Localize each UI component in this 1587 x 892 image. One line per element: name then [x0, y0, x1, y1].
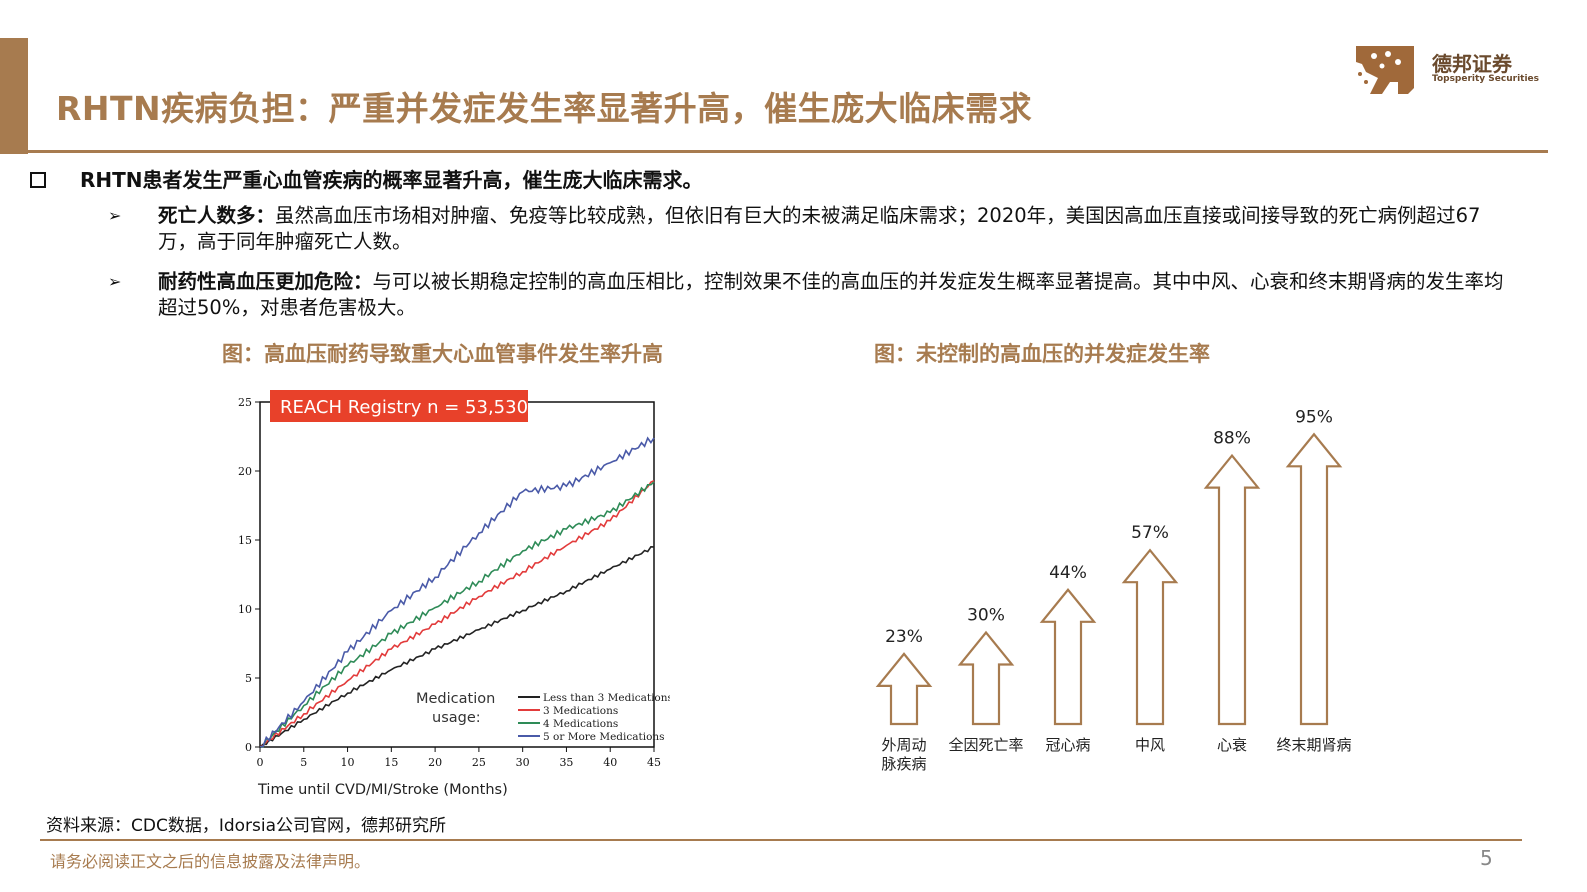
x-tick-label: 20 [428, 756, 442, 769]
registry-badge [270, 390, 528, 422]
title-accent-bar [0, 38, 28, 154]
value-label: 30% [967, 606, 1005, 626]
main-bullet-text: RHTN患者发生严重心血管疾病的概率显著升高，催生庞大临床需求。 [80, 168, 703, 192]
y-tick-label: 20 [238, 465, 252, 478]
category-label: 中风 [1135, 736, 1165, 754]
company-logo: 德邦证券 Topsperity Securities [1352, 42, 1539, 102]
value-label: 44% [1049, 563, 1087, 583]
arrow-bar [957, 630, 1015, 726]
main-bullet: RHTN患者发生严重心血管疾病的概率显著升高，催生庞大临床需求。 [30, 164, 703, 193]
sub-bullet-text: 虽然高血压市场相对肿瘤、免疫等比较成熟，但依旧有巨大的未被满足临床需求；2020… [158, 204, 1481, 253]
category-label: 终末期肾病 [1276, 736, 1351, 754]
x-tick-label: 40 [603, 756, 617, 769]
value-label: 57% [1131, 523, 1169, 543]
series-line [259, 481, 655, 748]
x-tick-label: 10 [341, 756, 355, 769]
arrow-bullet-icon: ➢ [108, 272, 122, 291]
sub-bullet-1: ➢ 死亡人数多：虽然高血压市场相对肿瘤、免疫等比较成熟，但依旧有巨大的未被满足临… [108, 203, 1518, 255]
medication-line-chart: 0 5 10 15 20 25 30 35 40 45 0 5 10 15 20 25 REACH Regis… [238, 390, 670, 798]
series-line [259, 436, 655, 748]
footer-divider [40, 839, 1522, 841]
x-tick-label: 25 [472, 756, 486, 769]
registry-badge-text: REACH Registry n = 53,530 [280, 397, 528, 418]
value-label: 95% [1295, 407, 1333, 427]
page-number: 5 [1480, 846, 1493, 870]
x-tick-label: 35 [559, 756, 573, 769]
y-tick-label: 15 [238, 534, 252, 547]
series-line [259, 479, 655, 748]
sub-bullet-text: 与可以被长期稳定控制的高血压相比，控制效果不佳的高血压的并发症发生概率显著提高。… [158, 270, 1504, 319]
disclaimer-text: 请务必阅读正文之后的信息披露及法律声明。 [50, 852, 371, 871]
x-axis-label: Time until CVD/MI/Stroke (Months) [257, 782, 508, 798]
arrow-bar [1121, 548, 1179, 726]
source-note: 资料来源：CDC数据，Idorsia公司官网，德邦研究所 [46, 816, 447, 836]
arrow-bullet-icon: ➢ [108, 206, 122, 225]
left-figure-caption: 图：高血压耐药导致重大心血管事件发生率升高 [222, 342, 663, 366]
arrow-bar [1203, 453, 1261, 726]
x-tick-label: 30 [516, 756, 530, 769]
category-label: 全因死亡率 [948, 736, 1023, 754]
arrow-bar [875, 652, 933, 726]
series-line [259, 545, 655, 748]
sub-bullet-label: 耐药性高血压更加危险： [158, 270, 373, 293]
legend-label: 4 Medications [543, 718, 618, 730]
value-label: 23% [885, 627, 923, 647]
legend-label: 3 Medications [543, 705, 618, 717]
legend-title-2: usage: [432, 710, 481, 726]
category-label: 冠心病 [1045, 736, 1090, 754]
square-bullet-icon [30, 171, 46, 188]
sub-bullet-label: 死亡人数多： [158, 204, 276, 227]
title-divider [28, 150, 1548, 153]
category-label: 外周动 [881, 736, 926, 754]
arrow-bar [1039, 588, 1097, 726]
value-label: 88% [1213, 429, 1251, 449]
x-tick-label: 5 [300, 756, 307, 769]
legend-label: 5 or More Medications [543, 731, 665, 743]
legend-label: Less than 3 Medications [543, 692, 670, 704]
y-tick-label: 10 [238, 603, 252, 616]
legend-title-1: Medication [416, 691, 495, 707]
y-tick-label: 25 [238, 396, 252, 409]
y-tick-label: 5 [245, 672, 252, 685]
page-title: RHTN疾病负担：严重并发症发生率显著升高，催生庞大临床需求 [56, 89, 1033, 128]
x-tick-label: 15 [384, 756, 398, 769]
leopard-logo-icon [1356, 46, 1414, 94]
brand-name-en: Topsperity Securities [1432, 74, 1539, 84]
x-tick-label: 45 [647, 756, 661, 769]
right-figure-caption: 图：未控制的高血压的并发症发生率 [874, 342, 1210, 366]
arrow-bar [1285, 432, 1343, 726]
category-label: 脉疾病 [881, 755, 926, 773]
category-label: 心衰 [1217, 736, 1247, 754]
sub-bullet-2: ➢ 耐药性高血压更加危险：与可以被长期稳定控制的高血压相比，控制效果不佳的高血压… [108, 269, 1518, 321]
y-tick-label: 0 [245, 741, 252, 754]
x-tick-label: 0 [257, 756, 264, 769]
brand-name-cn: 德邦证券 [1432, 52, 1512, 76]
